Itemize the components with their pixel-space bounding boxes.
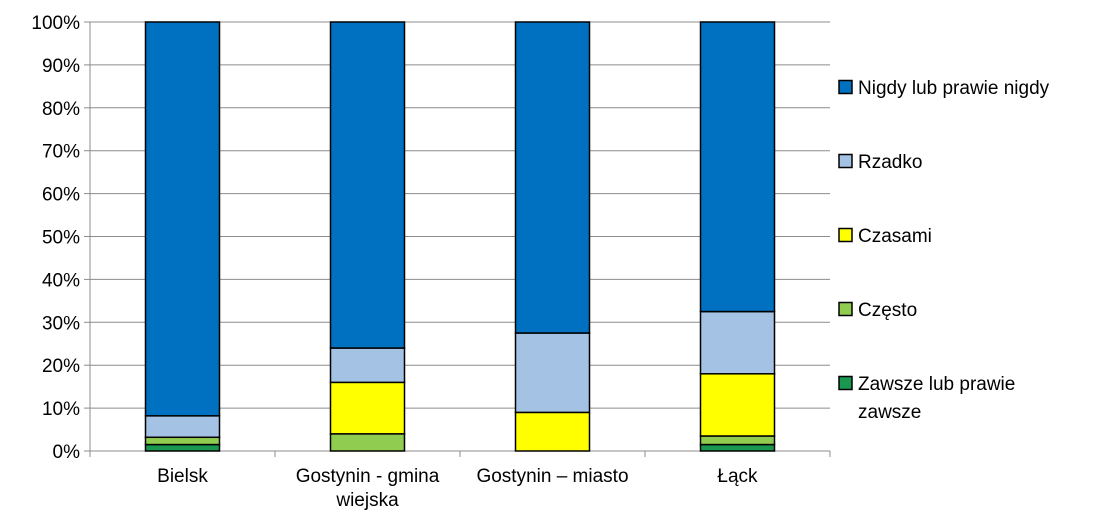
bar-segment [329,433,406,452]
legend-swatch [838,227,853,243]
x-category-label: wiejska [335,490,399,511]
y-tick-label: 70% [42,142,80,163]
bar-segment [144,436,221,446]
x-category-label: Bielsk [157,466,208,487]
y-tick-label: 0% [53,442,81,463]
y-tick-label: 40% [42,270,80,291]
legend-label: Rzadko [858,152,922,173]
bar-segment [699,373,776,437]
y-tick-label: 90% [42,56,80,77]
legend-swatch [838,301,853,317]
bar-segment [329,347,406,384]
y-axis-ticks: 0% 10% 20% 30% 40% 50% 60% 70% 80% 90% 100% [31,13,90,463]
y-tick-label: 80% [42,99,80,120]
legend-swatch [838,79,853,95]
legend-label: Czasami [858,226,932,247]
bar-segment [514,21,591,334]
y-tick-label: 60% [42,185,80,206]
bar-segment [514,332,591,414]
y-tick-label: 50% [42,228,80,249]
bar-segment [329,21,406,349]
x-category-label: Gostynin - gmina [296,466,440,487]
y-tick-label: 30% [42,313,80,334]
legend-swatch [838,375,853,391]
bar-segment [329,381,406,435]
bar-segment [514,411,591,452]
y-tick-label: 20% [42,356,80,377]
bars [144,21,776,452]
legend-label: Często [858,300,917,321]
legend: Nigdy lub prawie nigdy Rzadko Czasami Częst… [838,78,1050,423]
y-tick-label: 10% [42,399,80,420]
legend-label: Zawsze lub prawie [858,374,1015,395]
x-category-label: Gostynin – miasto [476,466,628,487]
bar-segment [144,21,221,417]
bar-segment [144,443,221,452]
x-category-label: Łąck [717,466,758,487]
y-tick-label: 100% [31,13,80,34]
x-axis-labels: Bielsk Gostynin - gmina wiejska Gostynin – … [157,466,758,511]
bar-segment [699,443,776,452]
legend-label: zawsze [858,402,921,423]
legend-label: Nigdy lub prawie nigdy [858,78,1050,99]
bar-segment [144,415,221,439]
bar-segment [699,21,776,313]
legend-swatch [838,153,853,169]
bar-segment [699,310,776,375]
bar-segment [699,435,776,446]
